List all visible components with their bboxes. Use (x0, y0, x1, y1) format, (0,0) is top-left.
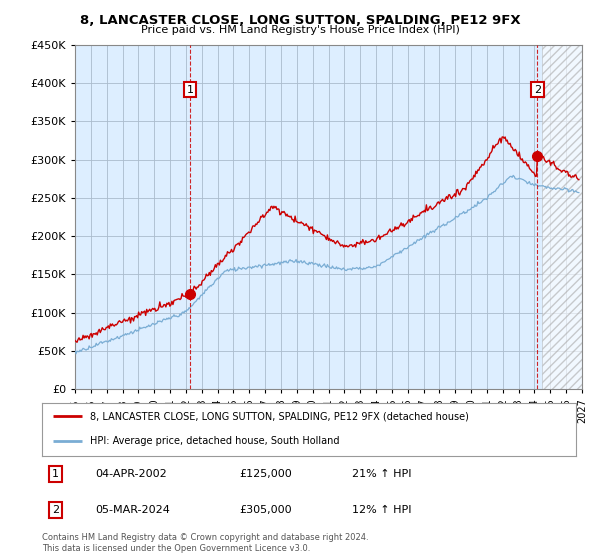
Text: 2: 2 (52, 505, 59, 515)
Text: Price paid vs. HM Land Registry's House Price Index (HPI): Price paid vs. HM Land Registry's House … (140, 25, 460, 35)
Text: 21% ↑ HPI: 21% ↑ HPI (352, 469, 411, 479)
Text: Contains HM Land Registry data © Crown copyright and database right 2024.
This d: Contains HM Land Registry data © Crown c… (42, 533, 368, 553)
Text: 2: 2 (534, 85, 541, 95)
Text: £305,000: £305,000 (239, 505, 292, 515)
Text: £125,000: £125,000 (239, 469, 292, 479)
Text: 1: 1 (52, 469, 59, 479)
Text: 8, LANCASTER CLOSE, LONG SUTTON, SPALDING, PE12 9FX (detached house): 8, LANCASTER CLOSE, LONG SUTTON, SPALDIN… (90, 411, 469, 421)
Bar (542, 45, 582, 389)
Text: 1: 1 (187, 85, 194, 95)
Text: 12% ↑ HPI: 12% ↑ HPI (352, 505, 411, 515)
Text: 05-MAR-2024: 05-MAR-2024 (95, 505, 170, 515)
Text: 04-APR-2002: 04-APR-2002 (95, 469, 167, 479)
Text: 8, LANCASTER CLOSE, LONG SUTTON, SPALDING, PE12 9FX: 8, LANCASTER CLOSE, LONG SUTTON, SPALDIN… (80, 14, 520, 27)
Text: HPI: Average price, detached house, South Holland: HPI: Average price, detached house, Sout… (90, 436, 340, 446)
